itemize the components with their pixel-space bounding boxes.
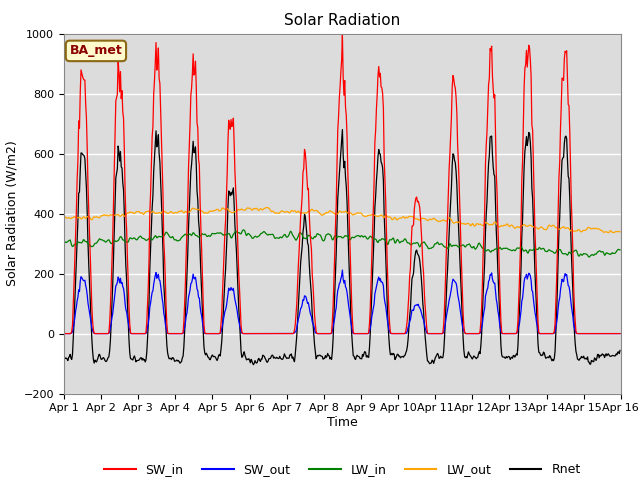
LW_out — [184, 209, 191, 215]
SW_out — [339, 267, 346, 273]
X-axis label: Time: Time — [327, 416, 358, 429]
SW_in — [184, 202, 191, 207]
SW_in — [410, 206, 418, 212]
Line: LW_out: LW_out — [64, 207, 620, 233]
Line: Rnet: Rnet — [64, 130, 620, 365]
SW_out — [60, 331, 68, 336]
SW_in — [616, 331, 624, 336]
LW_in — [616, 247, 624, 253]
Line: LW_in: LW_in — [64, 230, 620, 257]
Legend: SW_in, SW_out, LW_in, LW_out, Rnet: SW_in, SW_out, LW_in, LW_out, Rnet — [99, 458, 586, 480]
Rnet — [339, 127, 346, 132]
SW_out — [184, 303, 191, 309]
LW_in — [213, 230, 221, 236]
LW_out — [410, 215, 418, 221]
LW_in — [70, 242, 78, 248]
Text: BA_met: BA_met — [70, 44, 122, 58]
LW_out — [60, 215, 68, 220]
SW_out — [427, 331, 435, 336]
LW_out — [213, 206, 221, 212]
SW_out — [70, 320, 78, 326]
Rnet — [184, 251, 191, 257]
LW_in — [585, 254, 593, 260]
Rnet — [250, 362, 257, 368]
LW_in — [60, 238, 68, 244]
Line: SW_in: SW_in — [64, 35, 620, 334]
Title: Solar Radiation: Solar Radiation — [284, 13, 401, 28]
Rnet — [616, 348, 624, 353]
SW_out — [213, 331, 221, 336]
LW_in — [239, 227, 247, 233]
Rnet — [428, 360, 435, 366]
Rnet — [60, 356, 68, 362]
LW_out — [263, 204, 271, 210]
SW_in — [213, 331, 221, 336]
Line: SW_out: SW_out — [64, 270, 620, 334]
LW_in — [127, 236, 135, 241]
LW_out — [605, 230, 612, 236]
LW_in — [184, 232, 191, 238]
LW_out — [127, 210, 135, 216]
SW_in — [427, 331, 435, 336]
SW_out — [127, 331, 135, 336]
Rnet — [412, 252, 419, 258]
Rnet — [127, 356, 135, 362]
SW_in — [70, 280, 78, 286]
Rnet — [70, 318, 78, 324]
LW_out — [616, 229, 624, 235]
SW_out — [616, 331, 624, 336]
LW_out — [427, 216, 435, 222]
SW_out — [410, 304, 418, 310]
SW_in — [127, 331, 135, 336]
LW_in — [427, 245, 435, 251]
SW_in — [339, 32, 346, 37]
LW_out — [70, 214, 78, 220]
LW_in — [410, 240, 418, 246]
Y-axis label: Solar Radiation (W/m2): Solar Radiation (W/m2) — [5, 141, 18, 287]
SW_in — [60, 331, 68, 336]
Rnet — [213, 358, 221, 363]
